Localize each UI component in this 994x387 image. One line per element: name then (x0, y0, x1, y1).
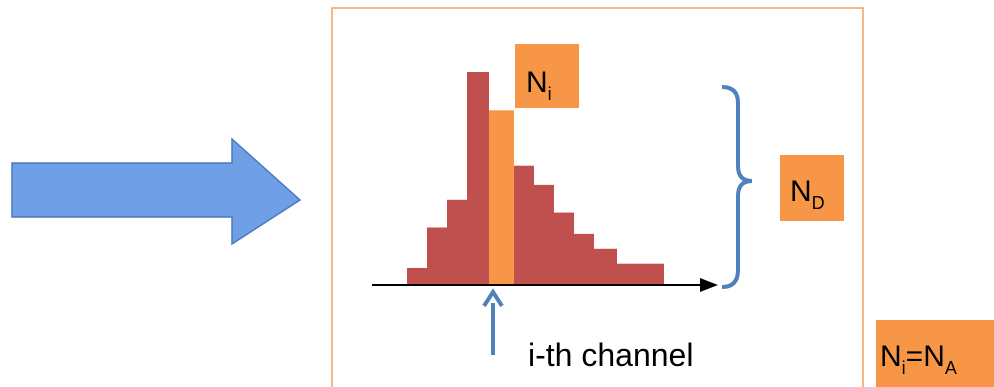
right-arrow-icon (11, 137, 302, 246)
nd-label-box: ND (780, 155, 844, 221)
ni-label: Ni (526, 66, 552, 104)
histogram-bar (427, 227, 447, 285)
nd-label-sub: D (812, 193, 825, 213)
ni-label-box: Ni (515, 44, 579, 108)
right-brace-icon (721, 85, 753, 289)
equation-left-sub: i (902, 358, 906, 378)
histogram-bar (407, 267, 427, 285)
nd-label-main: N (790, 175, 812, 208)
channel-label: i-th channel (528, 337, 693, 373)
histogram-bar (574, 233, 594, 285)
histogram-bar (534, 184, 554, 285)
histogram-bar (617, 263, 640, 285)
x-axis-arrowhead-icon (700, 278, 718, 292)
histogram-bar (447, 199, 467, 285)
equation-label: Ni=NA (880, 340, 957, 378)
histogram-bar-highlighted (489, 110, 514, 285)
histogram-frame (331, 7, 864, 387)
ni-label-sub: i (548, 84, 552, 104)
histogram-bars (407, 72, 664, 285)
histogram-bar (594, 248, 617, 285)
histogram-bar (554, 212, 574, 285)
equation-right-main: N (923, 340, 945, 373)
nd-label: ND (790, 175, 825, 213)
histogram-bar (640, 263, 664, 285)
histogram-bar (514, 165, 534, 285)
equation-right-sub: A (945, 358, 957, 378)
equation-left-main: N (880, 340, 902, 373)
equation-equals: = (906, 340, 924, 373)
histogram-bar (467, 72, 489, 285)
ni-label-main: N (526, 66, 548, 99)
channel-pointer-arrow-icon (482, 288, 504, 355)
equation-box: Ni=NA (876, 320, 994, 387)
